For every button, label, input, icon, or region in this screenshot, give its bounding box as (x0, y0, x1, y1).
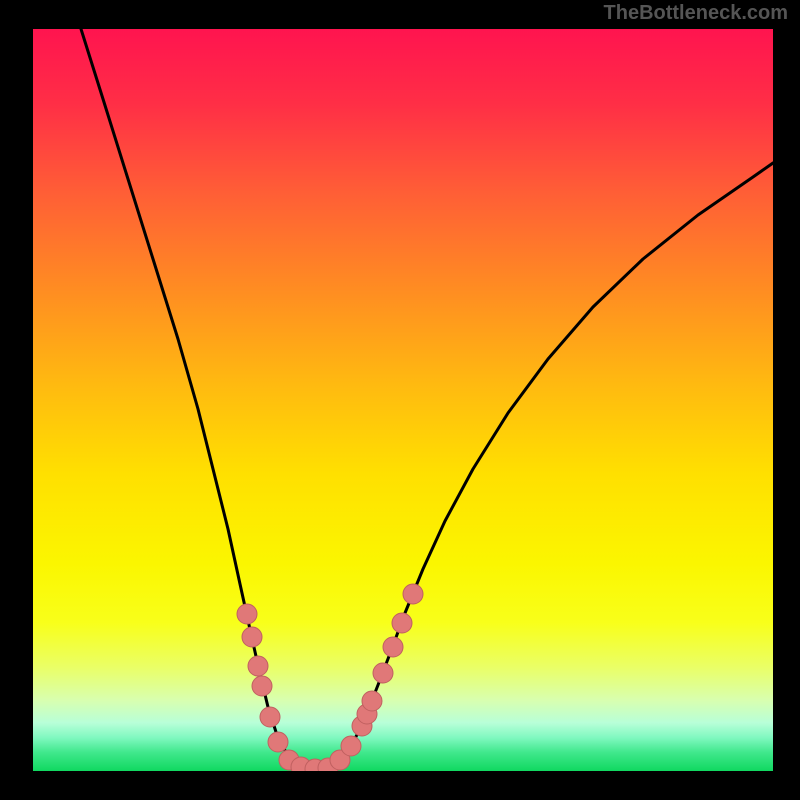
data-marker (260, 707, 280, 727)
data-marker (268, 732, 288, 752)
data-marker (341, 736, 361, 756)
data-marker (362, 691, 382, 711)
data-marker (242, 627, 262, 647)
data-marker (237, 604, 257, 624)
data-markers (237, 584, 423, 771)
data-marker (392, 613, 412, 633)
curve-layer (33, 29, 773, 771)
data-marker (248, 656, 268, 676)
plot-area (33, 29, 773, 771)
data-marker (373, 663, 393, 683)
data-marker (252, 676, 272, 696)
watermark-text: TheBottleneck.com (604, 2, 788, 25)
bottleneck-curve (81, 29, 773, 770)
data-marker (383, 637, 403, 657)
data-marker (403, 584, 423, 604)
